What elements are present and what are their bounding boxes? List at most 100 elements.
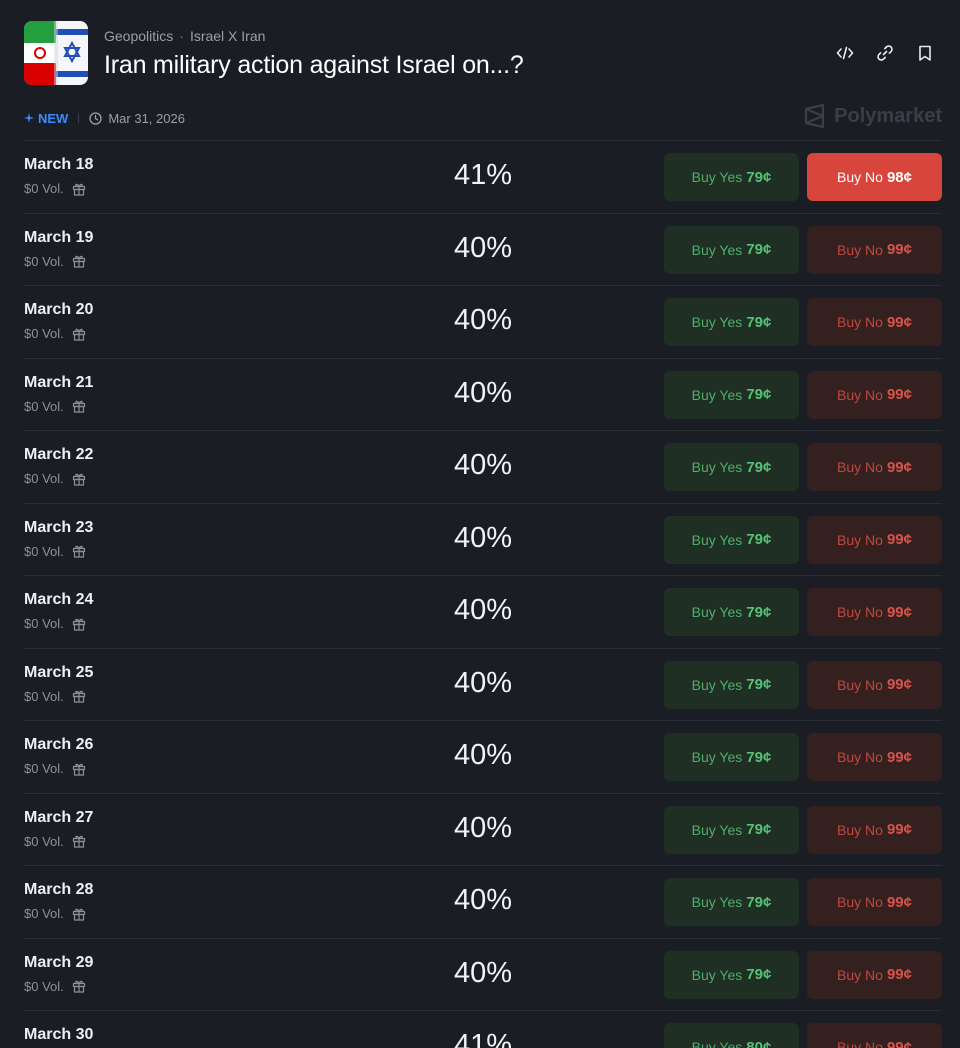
buy-yes-price: 79¢ [746, 748, 772, 766]
outcome-volume-text: $0 Vol. [24, 761, 64, 776]
gift-icon[interactable] [72, 399, 86, 413]
buy-yes-button[interactable]: Buy Yes 79¢ [664, 370, 799, 419]
code-icon [836, 46, 854, 60]
buy-no-price: 99¢ [886, 603, 912, 621]
market-date: Mar 31, 2026 [89, 111, 185, 126]
buy-yes-price: 79¢ [746, 313, 772, 331]
outcome-date: March 20 [24, 301, 94, 318]
gift-icon[interactable] [72, 689, 86, 703]
bookmark-icon [919, 45, 931, 61]
buy-yes-button[interactable]: Buy Yes 79¢ [664, 805, 799, 854]
outcome-date: March 18 [24, 156, 94, 173]
buy-no-button[interactable]: Buy No 99¢ [807, 515, 942, 564]
gift-icon[interactable] [72, 979, 86, 993]
sparkle-icon [24, 113, 34, 123]
buy-yes-price: 79¢ [746, 676, 772, 693]
buy-no-label: Buy No [837, 169, 883, 185]
outcome-row[interactable]: March 22 $0 Vol. 40% Buy Yes 79¢ Buy No … [24, 430, 942, 503]
outcome-row[interactable]: March 27 $0 Vol. 40% Buy Yes 79¢ Buy No … [24, 792, 942, 866]
outcome-probability: 40% [453, 376, 513, 409]
link-icon [877, 45, 893, 61]
outcome-row[interactable]: March 28 $0 Vol. 40% Buy Yes 79¢ Buy No … [24, 865, 942, 938]
outcome-row[interactable]: March 24 $0 Vol. 40% Buy Yes 79¢ Buy No … [24, 575, 942, 648]
outcome-probability: 40% [453, 594, 513, 626]
outcome-row[interactable]: March 30 $0 Vol. 41% Buy Yes 80¢ Buy No … [24, 1010, 942, 1048]
buy-no-price: 99¢ [886, 313, 912, 331]
buy-yes-button[interactable]: Buy Yes 79¢ [664, 443, 799, 491]
outcome-volume-text: $0 Vol. [24, 181, 64, 196]
buy-yes-label: Buy Yes [691, 821, 743, 838]
buy-no-button[interactable]: Buy No 99¢ [807, 1023, 942, 1048]
outcome-date: March 26 [24, 736, 94, 753]
buy-no-price: 99¢ [886, 748, 912, 766]
gift-icon[interactable] [72, 472, 86, 486]
buy-yes-button[interactable]: Buy Yes 80¢ [664, 1023, 799, 1048]
buy-yes-button[interactable]: Buy Yes 79¢ [664, 515, 799, 564]
gift-icon[interactable] [72, 617, 86, 631]
buy-no-button[interactable]: Buy No 99¢ [807, 298, 942, 346]
buy-no-button[interactable]: Buy No 99¢ [807, 950, 942, 999]
breadcrumb-category[interactable]: Geopolitics [104, 28, 174, 44]
outcome-row[interactable]: March 18 $0 Vol. 41% Buy Yes 79¢ Buy No … [24, 140, 942, 213]
gift-icon[interactable] [72, 254, 86, 268]
buy-yes-button[interactable]: Buy Yes 79¢ [664, 153, 799, 201]
buy-no-button[interactable]: Buy No 99¢ [807, 660, 942, 709]
buy-no-button[interactable]: Buy No 99¢ [807, 805, 942, 854]
buy-yes-button[interactable]: Buy Yes 79¢ [664, 950, 799, 999]
buy-no-price: 99¢ [886, 241, 912, 258]
gift-icon[interactable] [72, 834, 86, 848]
outcome-list: March 18 $0 Vol. 41% Buy Yes 79¢ Buy No … [24, 140, 942, 1048]
breadcrumb-tag[interactable]: Israel X Iran [189, 28, 266, 44]
buy-no-button[interactable]: Buy No 99¢ [807, 370, 942, 419]
outcome-row[interactable]: March 21 $0 Vol. 40% Buy Yes 79¢ Buy No … [24, 357, 942, 431]
outcome-row[interactable]: March 20 $0 Vol. 40% Buy Yes 79¢ Buy No … [24, 285, 942, 358]
buy-yes-button[interactable]: Buy Yes 79¢ [664, 225, 799, 274]
gift-icon[interactable] [72, 327, 86, 341]
buy-no-label: Buy No [837, 604, 883, 620]
buy-yes-price: 79¢ [746, 386, 772, 403]
buy-no-price: 99¢ [886, 386, 912, 403]
buy-yes-button[interactable]: Buy Yes 79¢ [664, 660, 799, 709]
buy-no-button[interactable]: Buy No 99¢ [807, 588, 942, 636]
bookmark-button[interactable] [914, 42, 936, 64]
buy-yes-label: Buy Yes [691, 604, 743, 620]
copy-link-button[interactable] [874, 42, 896, 64]
gift-icon[interactable] [72, 182, 86, 196]
outcome-volume-text: $0 Vol. [24, 398, 64, 414]
buy-no-button[interactable]: Buy No 99¢ [807, 878, 942, 926]
buy-no-label: Buy No [837, 241, 883, 258]
buy-no-button[interactable]: Buy No 99¢ [807, 443, 942, 491]
buy-yes-button[interactable]: Buy Yes 79¢ [664, 878, 799, 926]
buy-no-price: 99¢ [886, 676, 912, 693]
buy-no-button[interactable]: Buy No 98¢ [807, 153, 942, 201]
breadcrumb-separator: · [179, 28, 184, 44]
buy-yes-label: Buy Yes [691, 386, 743, 403]
outcome-volume: $0 Vol. [24, 544, 86, 559]
outcome-volume: $0 Vol. [24, 761, 86, 776]
outcome-row[interactable]: March 19 $0 Vol. 40% Buy Yes 79¢ Buy No … [24, 212, 942, 286]
outcome-volume: $0 Vol. [24, 399, 86, 414]
buy-yes-button[interactable]: Buy Yes 79¢ [664, 733, 799, 781]
gift-icon[interactable] [72, 544, 86, 558]
outcome-volume-text: $0 Vol. [24, 978, 64, 994]
buy-yes-price: 79¢ [746, 966, 772, 983]
outcome-volume-text: $0 Vol. [24, 326, 64, 341]
buy-no-label: Buy No [837, 894, 883, 910]
buy-yes-button[interactable]: Buy Yes 79¢ [664, 298, 799, 346]
outcome-volume: $0 Vol. [24, 254, 86, 269]
buy-yes-button[interactable]: Buy Yes 79¢ [664, 588, 799, 636]
outcome-probability: 40% [453, 449, 513, 481]
market-meta: NEW Mar 31, 2026 [24, 108, 185, 128]
buy-no-button[interactable]: Buy No 99¢ [807, 733, 942, 781]
polymarket-wordmark: Polymarket [834, 104, 942, 127]
embed-code-button[interactable] [834, 42, 856, 64]
outcome-row[interactable]: March 29 $0 Vol. 40% Buy Yes 79¢ Buy No … [24, 937, 942, 1011]
outcome-row[interactable]: March 23 $0 Vol. 40% Buy Yes 79¢ Buy No … [24, 502, 942, 576]
outcome-row[interactable]: March 25 $0 Vol. 40% Buy Yes 79¢ Buy No … [24, 647, 942, 721]
gift-icon[interactable] [72, 762, 86, 776]
gift-icon[interactable] [72, 907, 86, 921]
outcome-row[interactable]: March 26 $0 Vol. 40% Buy Yes 79¢ Buy No … [24, 720, 942, 793]
breadcrumb: Geopolitics · Israel X Iran [104, 28, 265, 44]
buy-no-button[interactable]: Buy No 99¢ [807, 225, 942, 274]
